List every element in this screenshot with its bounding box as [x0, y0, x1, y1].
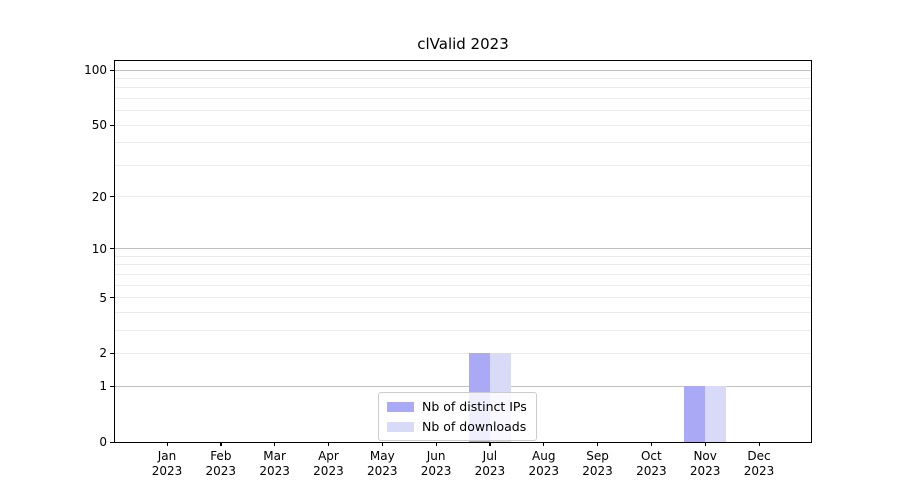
- x-tick-year: 2023: [582, 464, 613, 478]
- chart-title: clValid 2023: [417, 35, 509, 53]
- legend-row-distinct-ips: Nb of distinct IPs: [387, 399, 527, 414]
- y-tick-mark: [110, 297, 114, 299]
- x-tick-mark: [166, 442, 168, 446]
- x-tick-label: Nov 2023: [677, 449, 733, 479]
- gridline-minor: [115, 255, 811, 257]
- x-tick-label: Sep 2023: [570, 449, 626, 479]
- plot-area: Dec 2023 Nov 2023 Oct 2023 Sep 2023 Aug 2023 Jul 20…: [84, 60, 812, 478]
- x-tick-year: 2023: [420, 464, 452, 478]
- x-tick-year: 2023: [313, 464, 344, 478]
- gridline-minor: [115, 124, 811, 126]
- x-tick-label: Oct 2023: [623, 449, 679, 479]
- x-tick-label: Jul 2023: [462, 449, 518, 479]
- x-tick-month: Sep: [586, 449, 609, 463]
- x-tick-year: 2023: [743, 464, 775, 478]
- x-tick-month: Jun: [426, 449, 446, 463]
- x-tick-month: Aug: [532, 449, 556, 463]
- x-tick-month: Nov: [693, 449, 717, 463]
- x-tick-year: 2023: [636, 464, 667, 478]
- gridline-minor: [115, 77, 811, 79]
- gridline-major: [115, 69, 811, 71]
- legend-swatch-downloads: [387, 421, 414, 432]
- legend-swatch-distinct-ips: [387, 401, 414, 412]
- x-tick-year: 2023: [205, 464, 237, 478]
- x-tick-month: Oct: [640, 449, 662, 463]
- x-tick-mark: [758, 442, 760, 446]
- gridline-minor: [115, 196, 811, 198]
- x-tick-month: Feb: [210, 449, 232, 463]
- x-tick-year: 2023: [366, 464, 398, 478]
- y-tick-mark: [110, 248, 114, 250]
- x-tick-label: Jun 2023: [408, 449, 464, 479]
- x-tick-month: Dec: [747, 449, 771, 463]
- y-tick-mark: [110, 69, 114, 71]
- x-tick-label: Aug 2023: [516, 449, 572, 479]
- y-tick-mark: [110, 352, 114, 355]
- gridline-minor: [115, 273, 811, 275]
- y-tick-label: 50: [91, 118, 107, 133]
- gridline-minor: [115, 87, 811, 89]
- y-tick-mark: [110, 385, 114, 387]
- bar-nb-of-downloads-nov: [705, 386, 727, 442]
- x-tick-mark: [704, 442, 706, 446]
- gridline-minor: [115, 297, 811, 299]
- x-tick-month: Mar: [263, 449, 286, 463]
- x-tick-month: Apr: [318, 449, 339, 463]
- x-tick-mark: [381, 442, 383, 446]
- gridline-major: [115, 385, 811, 387]
- x-tick-year: 2023: [151, 464, 183, 478]
- y-tick-mark: [110, 441, 114, 443]
- x-tick-label: May 2023: [354, 449, 410, 479]
- x-tick-year: 2023: [528, 464, 559, 478]
- y-tick-label: 100: [84, 63, 107, 77]
- legend-label-downloads: Nb of downloads: [422, 419, 527, 434]
- x-tick-mark: [220, 442, 222, 446]
- x-tick-label: Mar 2023: [247, 449, 303, 479]
- gridline-minor: [115, 97, 811, 99]
- y-tick-label: 10: [91, 241, 107, 256]
- gridline-major: [115, 248, 811, 250]
- y-tick-mark: [110, 124, 114, 126]
- x-tick-mark: [597, 442, 599, 446]
- gridline-minor: [115, 110, 811, 112]
- x-tick-month: May: [369, 449, 395, 463]
- legend-label-distinct-ips: Nb of distinct IPs: [422, 399, 527, 414]
- x-tick-year: 2023: [689, 464, 721, 478]
- gridline-minor: [115, 329, 811, 331]
- x-tick-label: Jan 2023: [139, 449, 195, 479]
- gridline-minor: [115, 164, 811, 166]
- x-tick-label: Dec 2023: [731, 449, 787, 479]
- y-tick-label: 5: [99, 290, 107, 305]
- legend-row-downloads: Nb of downloads: [387, 419, 527, 434]
- x-tick-mark: [274, 442, 276, 446]
- x-tick-mark: [327, 442, 330, 446]
- x-tick-year: 2023: [259, 464, 290, 478]
- y-tick-label: 0: [99, 435, 107, 449]
- x-tick-month: Jan: [157, 449, 177, 463]
- x-tick-label: Apr 2023: [300, 449, 356, 479]
- y-tick-label: 1: [99, 379, 107, 394]
- legend: Nb of distinct IPs Nb of downloads: [378, 392, 537, 441]
- x-tick-mark: [650, 442, 653, 446]
- x-tick-year: 2023: [474, 464, 506, 478]
- y-tick-mark: [110, 196, 114, 198]
- gridline-minor: [115, 352, 811, 354]
- gridline-minor: [115, 311, 811, 313]
- x-tick-mark: [435, 442, 437, 446]
- bar-nb-of-distinct-ips-nov: [684, 386, 706, 442]
- x-tick-mark: [489, 442, 491, 446]
- gridline-minor: [115, 264, 811, 266]
- x-tick-mark: [543, 442, 545, 446]
- y-tick-label: 2: [99, 346, 107, 361]
- gridline-minor: [115, 284, 811, 286]
- x-tick-month: Jul: [482, 449, 498, 463]
- y-tick-label: 20: [91, 189, 107, 204]
- gridline-minor: [115, 142, 811, 144]
- x-tick-label: Feb 2023: [193, 449, 249, 479]
